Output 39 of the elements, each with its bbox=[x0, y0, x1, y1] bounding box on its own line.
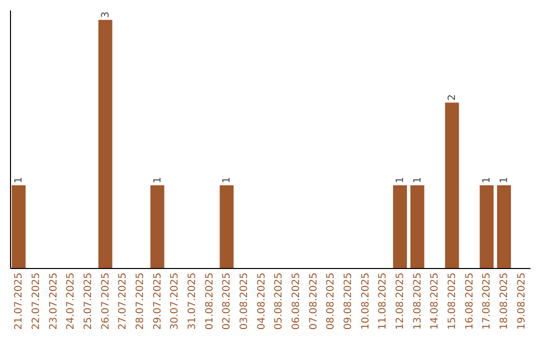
x-tick-label: 13.08.2025 bbox=[412, 272, 424, 330]
x-tick-label: 21.07.2025 bbox=[14, 272, 25, 330]
x-tick-label: 24.07.2025 bbox=[66, 272, 77, 330]
data-label: 1 bbox=[395, 176, 406, 184]
x-tick-label: 30.07.2025 bbox=[170, 272, 181, 330]
data-label: 1 bbox=[482, 176, 493, 184]
x-tick-label: 08.08.2025 bbox=[326, 272, 337, 330]
x-tick-label: 26.07.2025 bbox=[100, 272, 112, 330]
x-tick-label: 11.08.2025 bbox=[378, 272, 389, 330]
x-tick-label: 17.08.2025 bbox=[482, 272, 493, 330]
data-label: 1 bbox=[412, 176, 424, 184]
x-tick-label: 25.07.2025 bbox=[83, 272, 94, 330]
x-tick-label: 05.08.2025 bbox=[274, 272, 285, 330]
x-tick-label: 03.08.2025 bbox=[239, 272, 250, 330]
x-tick-label: 29.07.2025 bbox=[152, 272, 164, 330]
x-tick-label: 28.07.2025 bbox=[135, 272, 146, 330]
data-label: 3 bbox=[100, 12, 112, 18]
x-tick-label: 01.08.2025 bbox=[204, 272, 216, 330]
data-label: 1 bbox=[152, 176, 164, 184]
x-tick-label: 23.07.2025 bbox=[48, 272, 60, 330]
x-tick-label: 02.08.2025 bbox=[222, 272, 233, 330]
x-tick-label: 09.08.2025 bbox=[343, 272, 354, 330]
data-label: 1 bbox=[14, 176, 25, 184]
x-tick-label: 14.08.2025 bbox=[430, 272, 441, 330]
x-tick-label: 27.07.2025 bbox=[118, 272, 129, 330]
x-tick-label: 10.08.2025 bbox=[360, 272, 372, 330]
data-label: 1 bbox=[222, 176, 233, 184]
x-tick-label: 31.07.2025 bbox=[187, 272, 198, 330]
x-tick-label: 15.08.2025 bbox=[447, 272, 458, 330]
x-tick-label: 04.08.2025 bbox=[256, 272, 268, 330]
x-tick-label: 19.08.2025 bbox=[516, 272, 528, 330]
x-tick-label: 07.08.2025 bbox=[308, 272, 320, 330]
data-label: 2 bbox=[447, 94, 458, 101]
x-tick-label: 16.08.2025 bbox=[464, 272, 476, 330]
x-tick-label: 22.07.2025 bbox=[31, 272, 42, 330]
x-tick-label: 12.08.2025 bbox=[395, 272, 406, 330]
x-tick-label: 18.08.2025 bbox=[499, 272, 510, 330]
x-tick-label: 06.08.2025 bbox=[291, 272, 302, 330]
data-label: 1 bbox=[499, 176, 510, 184]
